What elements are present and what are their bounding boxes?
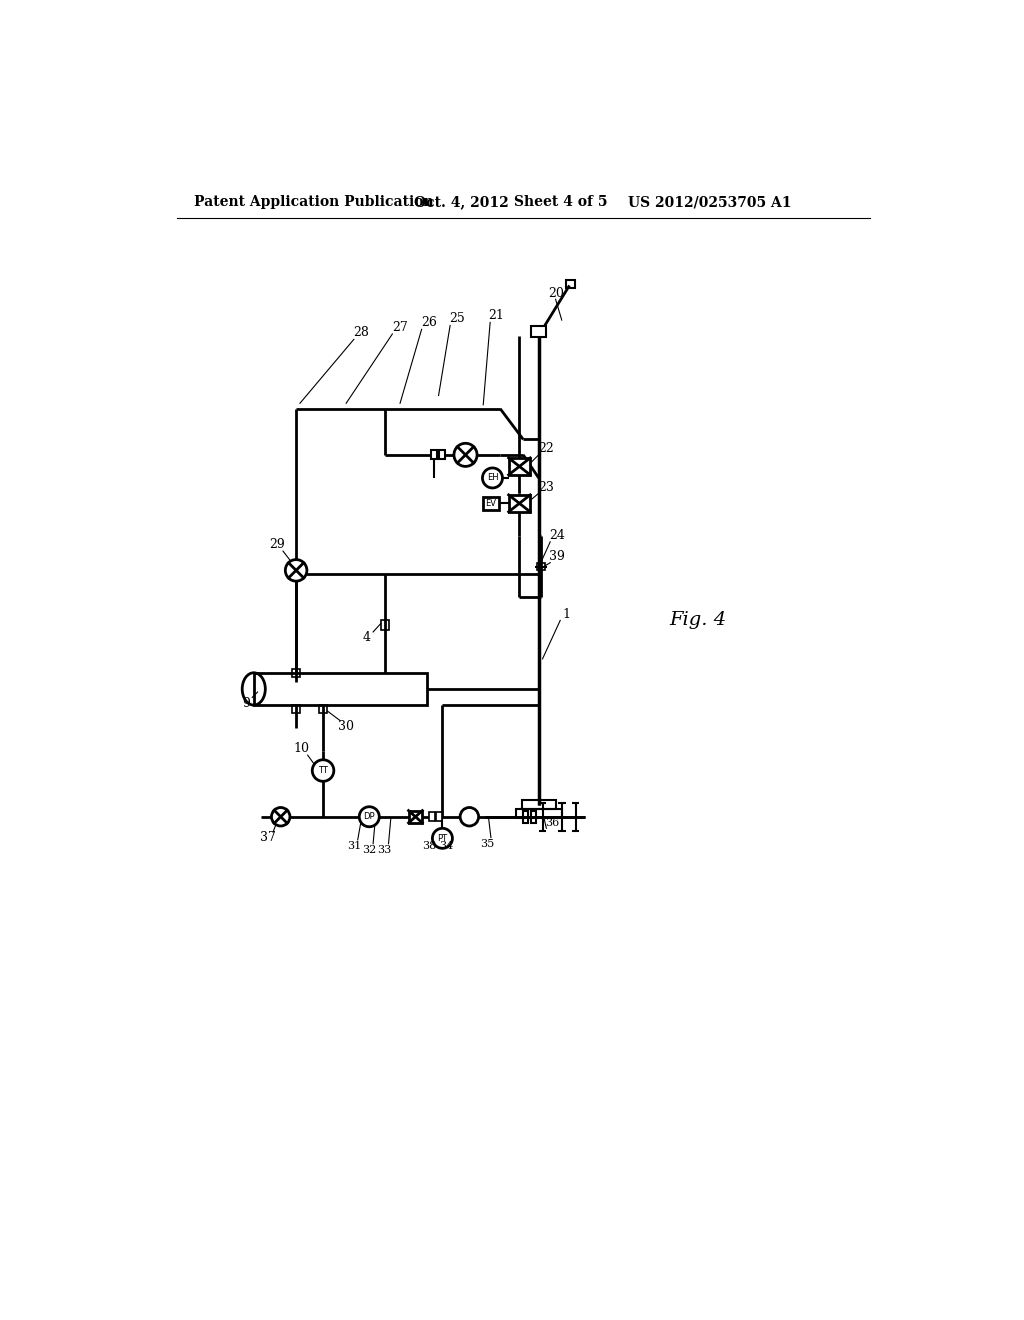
Text: 22: 22 (539, 442, 554, 455)
Text: 39: 39 (549, 550, 565, 564)
Polygon shape (483, 498, 499, 510)
Text: 4: 4 (362, 631, 371, 644)
Polygon shape (438, 450, 444, 459)
Polygon shape (509, 495, 530, 512)
Text: 37: 37 (260, 832, 275, 843)
Text: EV: EV (485, 499, 497, 508)
Circle shape (454, 444, 477, 466)
Text: 28: 28 (353, 326, 370, 339)
Text: DP: DP (364, 812, 375, 821)
Text: 20: 20 (549, 286, 564, 300)
Text: 34: 34 (439, 841, 454, 851)
Text: 36: 36 (546, 818, 560, 828)
Text: 31: 31 (347, 841, 361, 851)
Text: Patent Application Publication: Patent Application Publication (194, 195, 433, 210)
Text: 23: 23 (539, 480, 554, 494)
Text: PT: PT (437, 834, 447, 842)
Polygon shape (531, 326, 547, 337)
Text: 38: 38 (422, 841, 436, 851)
Text: EH: EH (486, 474, 499, 482)
Text: Oct. 4, 2012: Oct. 4, 2012 (414, 195, 509, 210)
Text: TT: TT (318, 766, 328, 775)
Text: 30: 30 (338, 721, 354, 733)
Text: 21: 21 (488, 309, 504, 322)
Text: 10: 10 (294, 742, 309, 755)
Circle shape (312, 760, 334, 781)
Circle shape (460, 808, 478, 826)
Text: US 2012/0253705 A1: US 2012/0253705 A1 (628, 195, 792, 210)
Text: 35: 35 (480, 838, 495, 849)
Text: 25: 25 (450, 312, 465, 325)
Circle shape (271, 808, 290, 826)
Circle shape (432, 829, 453, 849)
Text: 26: 26 (422, 315, 437, 329)
Circle shape (482, 469, 503, 488)
Circle shape (359, 807, 379, 826)
Text: 32: 32 (362, 845, 377, 855)
Text: 9: 9 (242, 697, 250, 710)
Text: Sheet 4 of 5: Sheet 4 of 5 (514, 195, 607, 210)
Text: 33: 33 (378, 845, 392, 855)
Text: Fig. 4: Fig. 4 (670, 611, 727, 630)
Text: 1: 1 (562, 607, 570, 620)
Text: 29: 29 (269, 539, 285, 552)
Text: 27: 27 (392, 321, 408, 334)
Polygon shape (431, 450, 437, 459)
Polygon shape (509, 458, 530, 475)
Polygon shape (409, 810, 422, 822)
Text: 24: 24 (549, 529, 565, 543)
Polygon shape (436, 812, 442, 821)
Circle shape (286, 560, 307, 581)
Polygon shape (429, 812, 435, 821)
